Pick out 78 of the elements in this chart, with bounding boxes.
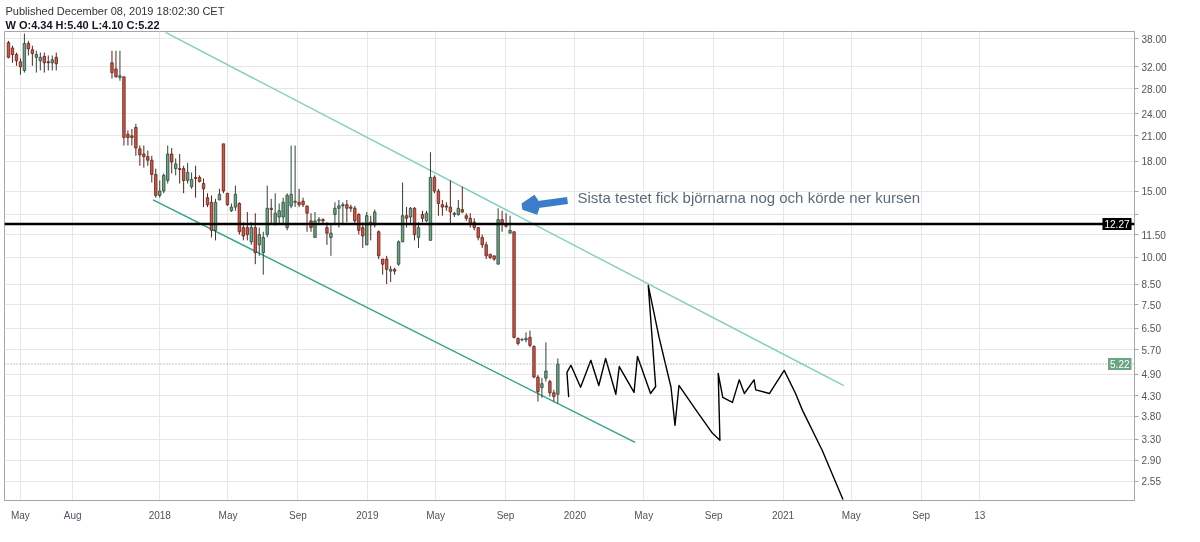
candlestick [178,153,182,185]
line-series [566,284,844,500]
candlestick [448,179,452,225]
x-tick-label: May [426,509,446,521]
x-tick-label: 2021 [771,509,795,521]
chart-subtitle: W O:4.34 H:5.40 L:4.10 C:5.22 [5,19,160,31]
x-tick-label: Sep [912,509,931,521]
candlestick [373,209,377,229]
y-tick-label: 15.00 [1141,186,1167,198]
candlestick [460,186,464,214]
candlestick [185,162,190,185]
y-tick-label: 3.80 [1141,411,1162,423]
x-tick-label: Sep [496,509,515,521]
candlestick [249,221,253,246]
x-tick-label: May [10,509,30,521]
y-tick-label: 6.50 [1141,323,1162,335]
candlestick [170,147,174,174]
candlestick [416,221,421,249]
candlestick [520,337,524,342]
y-tick-label: 3.30 [1141,434,1162,446]
y-tick-label: 4.90 [1141,369,1162,381]
x-tick-label: Sep [289,509,308,521]
x-tick-label: May [218,509,238,521]
x-tick-label: May [841,509,861,521]
candlestick [329,224,333,257]
candlestick [257,227,261,257]
candlestick [233,185,238,212]
y-tick-label: 5.70 [1141,344,1162,356]
candlestick [524,331,528,343]
ref-line-label: 12.27 [1104,218,1130,230]
candlestick [333,201,337,226]
candlestick [293,145,297,208]
candlestick [273,192,277,226]
y-tick-label: 2.55 [1141,476,1162,488]
y-tick-label: 2.90 [1141,455,1162,467]
y-tick-label: 24.00 [1141,108,1167,120]
y-tick-label: 32.00 [1141,61,1167,73]
x-tick-label: Aug [63,509,82,521]
candlestick [345,199,349,223]
candlestick [325,221,329,246]
chart-title: Published December 08, 2019 18:02:30 CET [5,4,225,17]
candlestick [500,210,504,233]
x-tick-label: May [634,509,654,521]
candlestick [130,128,134,147]
candlestick [313,211,317,238]
candlestick [245,211,249,241]
y-tick-label: 38.00 [1141,33,1167,45]
candlestick [142,145,146,169]
x-tick-label: 2019 [356,509,379,521]
candlestick [297,188,301,208]
candlestick [118,50,122,82]
candlestick [341,201,345,226]
candlestick [42,52,46,74]
annotation: Sista testet fick björnarna nog och körde ner kursen [577,189,921,206]
candlestick [508,215,512,234]
candlestick [114,50,118,78]
x-tick-label: 2018 [148,509,172,521]
candlestick [385,255,389,285]
y-tick-label: 10.00 [1141,252,1167,264]
y-tick-label: 21.00 [1141,130,1167,142]
ref-line-label: 5.22 [1110,359,1130,371]
y-tick-label: 8.50 [1141,279,1162,291]
candlestick [404,206,409,229]
candlestick [110,50,114,80]
candlestick [269,198,273,226]
candlestick [182,165,186,194]
y-tick-label: 7.50 [1141,299,1162,311]
candlestick [281,197,285,226]
y-tick-label: 18.00 [1141,156,1167,168]
y-tick-label: 4.30 [1141,390,1162,402]
y-tick-label: 28.00 [1141,83,1167,95]
x-tick-label: 13 [974,509,986,521]
x-tick-label: 2020 [563,509,587,521]
candlestick [337,199,341,229]
candlestick [30,45,34,67]
y-tick-label: 11.50 [1141,229,1167,241]
candlestick [34,50,38,74]
x-tick-label: Sep [704,509,723,521]
